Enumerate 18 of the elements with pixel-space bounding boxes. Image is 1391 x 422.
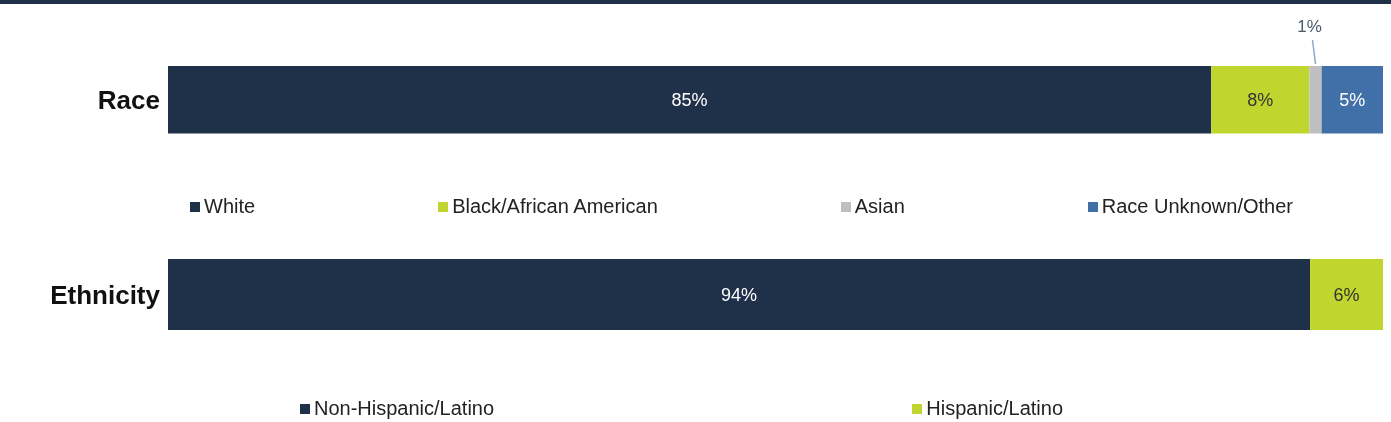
legend-label: Asian (853, 195, 905, 218)
data-label: 85% (671, 89, 708, 110)
legend-label: White (203, 195, 256, 218)
data-label: 1% (1297, 16, 1322, 36)
y-tick-label: Ethnicity (50, 279, 161, 310)
legend-label: Non-Hispanic/Latino (313, 397, 495, 420)
data-label: 6% (1333, 284, 1360, 305)
legend-label: Hispanic/Latino (925, 397, 1063, 420)
legend-label: Race Unknown/Other (1100, 195, 1293, 218)
bar (1211, 66, 1310, 134)
bar (1321, 66, 1383, 134)
bar (1309, 66, 1322, 134)
y-tick-label: Race (97, 84, 160, 115)
data-label: 8% (1247, 89, 1274, 110)
legend-label: Black/African American (451, 195, 658, 218)
data-label: 94% (721, 284, 758, 305)
data-label: 5% (1339, 89, 1366, 110)
bar (168, 66, 1212, 134)
